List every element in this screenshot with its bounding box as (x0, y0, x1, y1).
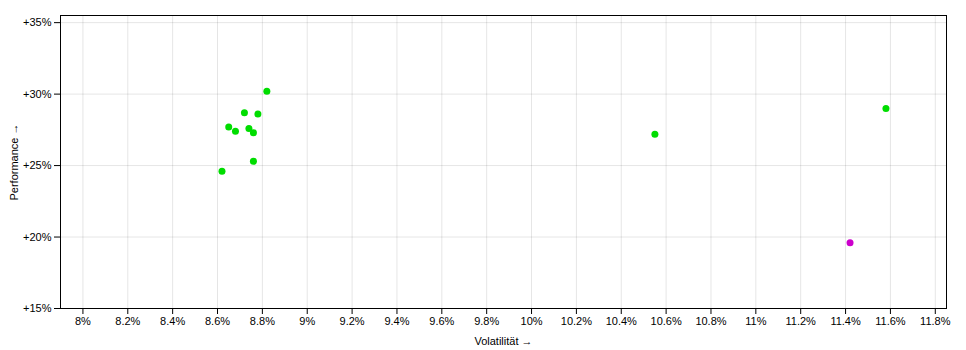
svg-text:8%: 8% (75, 315, 91, 327)
svg-text:9.2%: 9.2% (340, 315, 365, 327)
svg-text:10.4%: 10.4% (606, 315, 637, 327)
svg-text:11.6%: 11.6% (875, 315, 906, 327)
svg-text:+20%: +20% (23, 231, 52, 243)
svg-text:10.8%: 10.8% (695, 315, 726, 327)
svg-text:8.4%: 8.4% (160, 315, 185, 327)
svg-text:+15%: +15% (23, 302, 52, 314)
svg-text:9.4%: 9.4% (384, 315, 409, 327)
svg-text:Volatilität →: Volatilität → (474, 335, 532, 347)
svg-text:11.4%: 11.4% (830, 315, 861, 327)
svg-text:9.8%: 9.8% (474, 315, 499, 327)
svg-text:+30%: +30% (23, 88, 52, 100)
svg-text:10.6%: 10.6% (651, 315, 682, 327)
svg-text:9%: 9% (299, 315, 315, 327)
svg-text:+25%: +25% (23, 159, 52, 171)
svg-text:Performance →: Performance → (8, 123, 20, 200)
svg-text:10.2%: 10.2% (561, 315, 592, 327)
svg-text:8.8%: 8.8% (250, 315, 275, 327)
svg-text:+35%: +35% (23, 16, 52, 28)
svg-text:11.8%: 11.8% (920, 315, 951, 327)
svg-text:11.2%: 11.2% (786, 315, 817, 327)
svg-text:10%: 10% (521, 315, 543, 327)
svg-text:8.2%: 8.2% (115, 315, 140, 327)
svg-text:11%: 11% (745, 315, 766, 327)
svg-text:9.6%: 9.6% (429, 315, 454, 327)
svg-text:8.6%: 8.6% (205, 315, 230, 327)
